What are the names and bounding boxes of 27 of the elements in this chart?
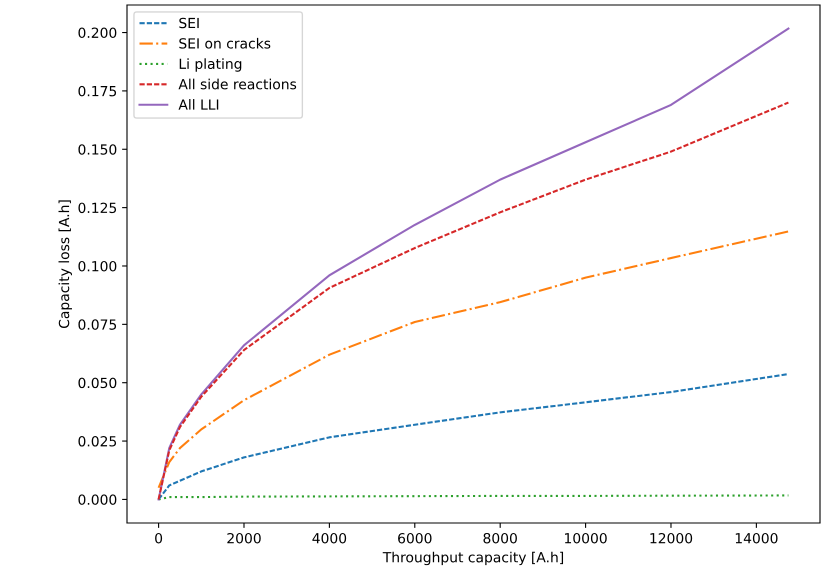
line-series (158, 230, 790, 489)
legend-label: All side reactions (178, 78, 296, 90)
y-tick-label: 0.125 (78, 202, 116, 214)
x-tick-label: 12000 (650, 532, 692, 544)
x-tick-label: 8000 (483, 532, 517, 544)
legend-label: SEI (179, 18, 199, 28)
y-tick-label: 0.025 (78, 436, 116, 447)
y-tick-label: 0.100 (78, 260, 116, 272)
x-tick-label: 14000 (736, 532, 778, 544)
x-tick-label: 0 (155, 532, 162, 544)
y-axis-title: Capacity loss [A.h] (58, 200, 72, 328)
line-series (158, 373, 790, 500)
y-tick-label: 0.150 (78, 144, 116, 155)
legend-label: Li plating (180, 58, 242, 72)
legend-label: All LLI (178, 99, 218, 110)
y-tick-label: 0.000 (78, 494, 116, 505)
y-tick-label: 0.050 (78, 378, 116, 388)
x-tick-label: 6000 (398, 532, 432, 544)
y-tick-label: 0.075 (78, 319, 116, 330)
x-tick-label: 4000 (312, 532, 346, 544)
x-axis-title: Throughput capacity [A.h] (382, 552, 564, 566)
line-series (158, 28, 790, 500)
legend-label: SEI on cracks (179, 38, 270, 49)
x-tick-label: 10000 (565, 532, 607, 544)
y-tick-label: 0.175 (78, 86, 116, 96)
y-tick-label: 0.200 (78, 28, 116, 38)
x-tick-label: 2000 (227, 532, 261, 544)
